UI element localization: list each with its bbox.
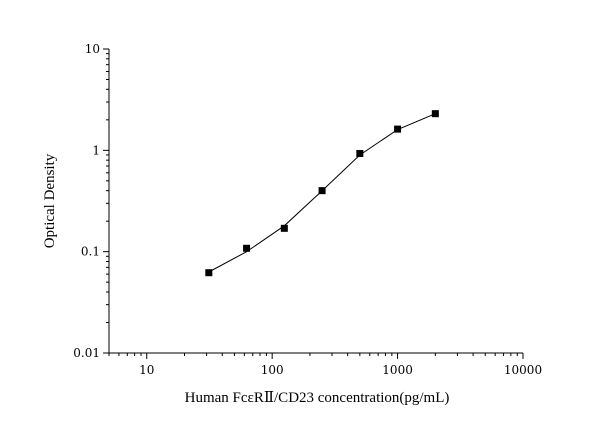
data-points: [205, 110, 439, 277]
y-tick-label: 0.1: [81, 245, 100, 259]
x-tick-label: 1000: [382, 363, 413, 377]
x-tick-label: 10000: [504, 363, 542, 377]
data-point: [280, 224, 288, 232]
plot-axes: [108, 49, 523, 354]
x-axis-title: Human FcεRⅡ/CD23 concentration(pg/mL): [185, 390, 450, 406]
data-point: [205, 269, 213, 277]
y-tick-label: 1: [92, 143, 100, 157]
axis-ticks: [103, 48, 524, 359]
data-point: [431, 110, 439, 118]
y-tick-label: 0.01: [73, 346, 100, 360]
x-tick-label: 100: [261, 363, 284, 377]
tick-labels: 10 100 1000 10000 0.01 0.1 1 10: [73, 42, 542, 377]
x-tick-label: 10: [139, 363, 154, 377]
y-axis-title: Optical Density: [42, 153, 58, 248]
data-point: [394, 125, 402, 133]
y-tick-label: 10: [85, 42, 100, 56]
data-point: [356, 150, 364, 158]
data-point: [243, 244, 251, 252]
data-point: [318, 187, 326, 195]
